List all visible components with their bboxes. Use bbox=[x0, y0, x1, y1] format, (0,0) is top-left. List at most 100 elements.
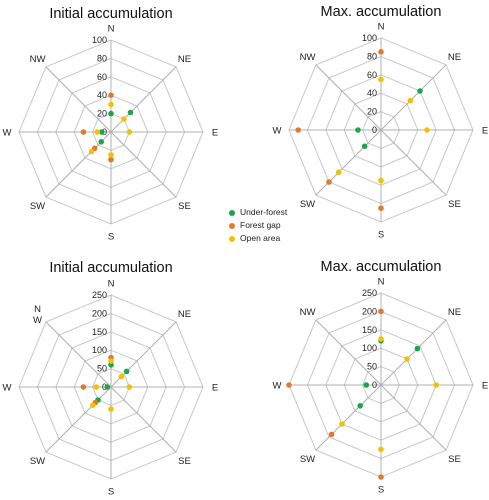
direction-label-nw: NW bbox=[300, 52, 316, 63]
data-point-open-area-sw bbox=[339, 421, 345, 427]
data-point-forest-gap-n bbox=[108, 92, 114, 98]
tick-label: 200 bbox=[362, 306, 377, 316]
direction-label-e: E bbox=[212, 128, 218, 139]
direction-label-sw: SW bbox=[300, 454, 315, 465]
spoke-line bbox=[380, 64, 447, 131]
chart-title: Max. accumulation bbox=[321, 259, 442, 275]
direction-label-ne: NE bbox=[178, 54, 191, 65]
data-point-open-area-sw bbox=[335, 169, 342, 176]
radar-chart-3: Initial accumulation050100150200250NNEES… bbox=[3, 260, 219, 498]
spoke-line bbox=[315, 384, 382, 451]
legend: Under-forest Forest gap Open area bbox=[229, 206, 287, 245]
direction-label-s: S bbox=[378, 230, 384, 241]
legend-label-forest-gap: Forest gap bbox=[240, 220, 281, 230]
tick-label: 60 bbox=[367, 70, 377, 80]
spoke-line bbox=[45, 386, 112, 453]
direction-label-e: E bbox=[482, 126, 488, 137]
data-point-under-forest-sw bbox=[98, 139, 104, 145]
data-point-open-area-w bbox=[94, 129, 100, 135]
data-point-under-forest-ne bbox=[127, 109, 134, 116]
spoke-line bbox=[110, 386, 177, 453]
data-point-under-forest-ne bbox=[123, 368, 130, 375]
tick-label: 200 bbox=[92, 308, 107, 318]
tick-label: 60 bbox=[97, 72, 107, 82]
direction-label-n: N bbox=[108, 24, 115, 35]
tick-label: 100 bbox=[362, 33, 377, 43]
radar-chart-1: Initial accumulation020406080100NNEESESS… bbox=[3, 6, 219, 243]
direction-label-nw: NW bbox=[300, 307, 316, 318]
direction-label-sw: SW bbox=[30, 456, 45, 467]
direction-label-line: N bbox=[34, 304, 41, 315]
spoke-line bbox=[380, 384, 447, 451]
data-point-open-area-ne bbox=[118, 373, 125, 380]
data-point-forest-gap-w bbox=[295, 127, 302, 133]
chart-title: Initial accumulation bbox=[49, 6, 172, 22]
data-point-forest-gap-n bbox=[378, 49, 384, 55]
legend-marker-forest-gap bbox=[229, 222, 235, 229]
tick-label: 100 bbox=[362, 343, 377, 353]
direction-label-w: W bbox=[273, 126, 282, 137]
direction-label-ne: NE bbox=[448, 52, 461, 63]
data-point-open-area-s bbox=[108, 406, 114, 412]
direction-label-n: N bbox=[378, 277, 385, 288]
legend-item-under-forest: Under-forest bbox=[229, 206, 287, 219]
data-point-open-area-s bbox=[108, 152, 114, 158]
data-point-open-area-n bbox=[378, 336, 384, 342]
data-point-under-forest-w bbox=[104, 384, 111, 390]
direction-label-se: SE bbox=[448, 199, 461, 210]
data-point-forest-gap-s bbox=[378, 205, 384, 211]
direction-label-ne: NE bbox=[448, 307, 461, 318]
tick-label: 50 bbox=[367, 362, 377, 372]
data-point-forest-gap-sw bbox=[326, 179, 332, 185]
direction-label-line: W bbox=[33, 315, 42, 326]
data-point-under-forest-sw bbox=[361, 143, 368, 150]
tick-label: 80 bbox=[97, 53, 107, 63]
tick-label: 100 bbox=[92, 35, 107, 45]
spoke-line bbox=[45, 321, 112, 388]
data-point-forest-gap-n bbox=[378, 308, 384, 315]
direction-label-n: N bbox=[108, 279, 115, 290]
data-point-forest-gap-w bbox=[286, 382, 292, 388]
direction-label-sw: SW bbox=[300, 199, 315, 210]
data-point-open-area-w bbox=[93, 384, 100, 390]
chart-title: Initial accumulation bbox=[49, 260, 172, 276]
direction-label-se: SE bbox=[178, 201, 191, 212]
data-point-open-area-n bbox=[378, 76, 384, 83]
data-point-under-forest-w bbox=[99, 129, 105, 135]
data-point-forest-gap-w bbox=[80, 384, 87, 390]
direction-label-w: W bbox=[273, 381, 282, 392]
legend-marker-open-area bbox=[229, 235, 235, 242]
data-point-under-forest-ne bbox=[417, 88, 423, 94]
tick-label: 40 bbox=[97, 90, 107, 100]
spoke-line bbox=[315, 319, 382, 386]
direction-label-se: SE bbox=[178, 456, 191, 467]
data-point-open-area-s bbox=[378, 177, 384, 184]
data-point-open-area-sw bbox=[88, 148, 95, 155]
legend-marker-under-forest bbox=[229, 209, 235, 216]
direction-label-w: W bbox=[3, 383, 12, 394]
direction-label-n: N bbox=[378, 22, 385, 33]
spoke-line bbox=[380, 129, 447, 196]
data-point-open-area-n bbox=[108, 101, 114, 108]
legend-label-under-forest: Under-forest bbox=[240, 207, 288, 217]
data-point-open-area-ne bbox=[404, 356, 410, 362]
data-point-open-area-sw bbox=[90, 402, 96, 409]
direction-label-nw: NW bbox=[30, 54, 46, 65]
data-point-forest-gap-s bbox=[108, 156, 114, 163]
chart-title: Max. accumulation bbox=[321, 4, 442, 20]
data-point-under-forest-w bbox=[355, 127, 361, 133]
data-point-forest-gap-sw bbox=[328, 431, 335, 438]
direction-label-e: E bbox=[482, 381, 488, 392]
data-point-open-area-ne bbox=[407, 97, 414, 104]
data-point-open-area-n bbox=[108, 358, 114, 365]
spoke-line bbox=[45, 66, 112, 133]
tick-label: 40 bbox=[367, 88, 377, 98]
tick-label: 50 bbox=[97, 364, 107, 374]
data-point-open-area-e bbox=[126, 384, 133, 390]
data-point-open-area-e bbox=[433, 382, 440, 388]
tick-label: 20 bbox=[367, 107, 377, 117]
tick-label: 0 bbox=[372, 380, 377, 390]
